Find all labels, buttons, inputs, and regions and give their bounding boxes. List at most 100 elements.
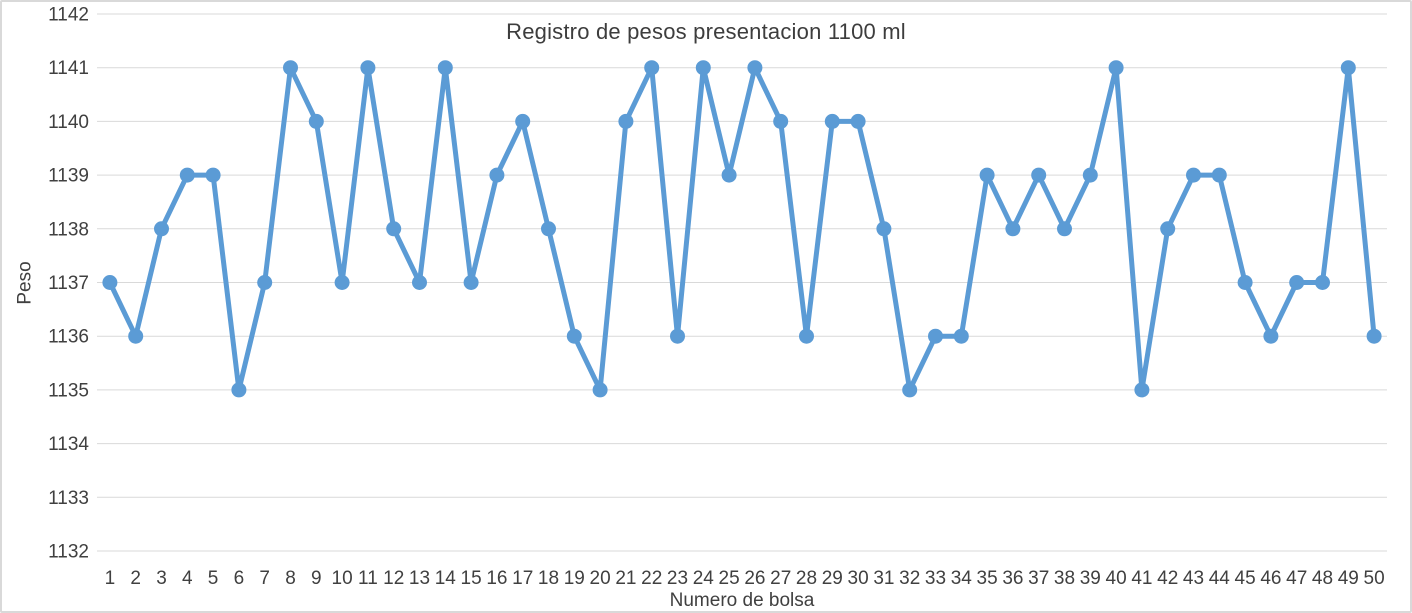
- x-tick-label: 20: [590, 568, 611, 589]
- x-tick-label: 21: [615, 568, 636, 589]
- y-tick-label: 1141: [48, 58, 89, 79]
- data-point-marker: [412, 275, 427, 290]
- data-point-marker: [154, 221, 169, 237]
- data-point-marker: [489, 167, 505, 183]
- data-point-marker: [1082, 167, 1098, 183]
- data-point-marker: [721, 167, 737, 183]
- y-tick-label: 1137: [48, 273, 89, 294]
- x-tick-label: 8: [285, 568, 296, 589]
- x-tick-label: 13: [409, 568, 430, 589]
- x-tick-label: 43: [1183, 568, 1204, 589]
- series-line: [107, 65, 1377, 393]
- x-tick-label: 39: [1080, 568, 1101, 589]
- x-tick-label: 28: [796, 568, 817, 589]
- data-point-marker: [179, 167, 195, 183]
- data-point-marker: [1237, 275, 1253, 290]
- x-tick-label: 48: [1312, 568, 1333, 589]
- x-tick-label: 32: [899, 568, 920, 589]
- x-tick-label: 46: [1260, 568, 1281, 589]
- x-tick-label: 25: [719, 568, 740, 589]
- data-point-marker: [644, 60, 660, 76]
- data-point-marker: [1340, 60, 1356, 76]
- x-tick-label: 42: [1157, 568, 1178, 589]
- data-point-marker: [850, 113, 866, 129]
- y-tick-label: 1138: [48, 219, 89, 240]
- data-point-marker: [334, 275, 350, 290]
- x-tick-label: 23: [667, 568, 688, 589]
- data-point-marker: [1108, 60, 1124, 76]
- data-point-marker: [1057, 221, 1072, 237]
- data-point-marker: [205, 167, 221, 183]
- y-tick-label: 1136: [48, 327, 89, 348]
- data-point-marker: [695, 60, 711, 76]
- data-point-marker: [1134, 382, 1150, 398]
- data-point-marker: [1289, 275, 1305, 290]
- x-tick-label: 15: [461, 568, 482, 589]
- x-tick-label: 24: [693, 568, 715, 589]
- data-point-marker: [1031, 167, 1047, 183]
- x-tick-label: 34: [951, 568, 973, 589]
- x-tick-label: 49: [1338, 568, 1359, 589]
- data-point-marker: [1005, 221, 1021, 237]
- data-point-marker: [747, 60, 763, 76]
- x-tick-label: 3: [156, 568, 167, 589]
- x-tick-label: 14: [435, 568, 457, 589]
- data-point-marker: [592, 382, 608, 398]
- data-point-marker: [283, 60, 298, 76]
- x-tick-label: 29: [822, 568, 843, 589]
- x-tick-label: 17: [512, 568, 533, 589]
- x-tick-label: 2: [130, 568, 141, 589]
- data-point-marker: [463, 275, 479, 290]
- data-point-marker: [386, 221, 402, 237]
- x-tick-label: 40: [1106, 568, 1127, 589]
- y-tick-label: 1142: [48, 5, 89, 26]
- x-tick-label: 38: [1054, 568, 1075, 589]
- data-point-marker: [541, 221, 556, 237]
- x-tick-label: 36: [1002, 568, 1023, 589]
- data-point-marker: [902, 382, 918, 398]
- data-point-marker: [128, 328, 144, 344]
- data-point-marker: [437, 60, 453, 76]
- data-point-marker: [876, 221, 892, 237]
- data-point-marker: [231, 382, 247, 398]
- data-point-marker: [1366, 328, 1382, 344]
- y-tick-label: 1133: [48, 488, 89, 509]
- y-tick-label: 1134: [48, 434, 89, 455]
- x-tick-label: 26: [744, 568, 765, 589]
- x-tick-label: 47: [1286, 568, 1307, 589]
- data-point-marker: [360, 60, 376, 76]
- x-tick-label: 45: [1235, 568, 1256, 589]
- x-tick-label: 6: [234, 568, 245, 589]
- x-tick-label: 44: [1209, 568, 1231, 589]
- y-tick-label: 1135: [48, 380, 89, 401]
- x-tick-label: 10: [332, 568, 353, 589]
- data-point-marker: [824, 113, 840, 129]
- data-point-marker: [566, 328, 582, 344]
- x-tick-label: 27: [770, 568, 791, 589]
- data-point-marker: [618, 113, 634, 129]
- data-point-marker: [953, 328, 969, 344]
- data-point-marker: [257, 275, 273, 290]
- x-tick-label: 33: [925, 568, 946, 589]
- x-tick-label: 31: [873, 568, 894, 589]
- x-tick-label: 16: [486, 568, 507, 589]
- x-tick-label: 22: [641, 568, 662, 589]
- x-tick-label: 4: [182, 568, 193, 589]
- data-point-marker: [979, 167, 995, 183]
- x-tick-label: 37: [1028, 568, 1049, 589]
- y-tick-label: 1132: [48, 542, 89, 563]
- x-tick-label: 50: [1364, 568, 1385, 589]
- x-tick-label: 7: [259, 568, 270, 589]
- y-tick-label: 1140: [48, 112, 89, 133]
- x-tick-label: 30: [848, 568, 869, 589]
- data-point-marker: [308, 113, 324, 129]
- data-point-marker: [1315, 275, 1330, 290]
- data-point-marker: [799, 328, 814, 344]
- data-point-marker: [102, 275, 118, 290]
- y-tick-label: 1139: [48, 166, 89, 187]
- data-point-marker: [1186, 167, 1201, 183]
- x-tick-label: 11: [358, 568, 378, 589]
- data-point-marker: [1160, 221, 1176, 237]
